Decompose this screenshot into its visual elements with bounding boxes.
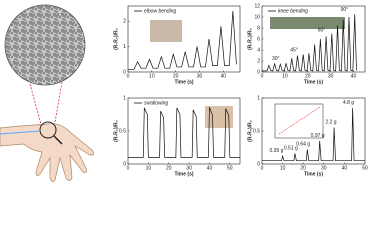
x-tick-label: 20 — [300, 165, 306, 171]
y-axis-label: (R-R₀)/R₀ — [247, 120, 253, 142]
x-tick-label: 30 — [197, 73, 203, 79]
x-tick-label: 50 — [362, 165, 368, 171]
y-tick-label: 1 — [123, 95, 126, 101]
x-tick-label: 50 — [227, 165, 233, 171]
y-axis-label: (R-R₀)/R₀ — [113, 120, 119, 142]
x-tick-label: 40 — [342, 165, 348, 171]
data-line — [128, 107, 240, 158]
x-tick-label: 0 — [261, 73, 264, 79]
annotation: 90° — [341, 7, 349, 13]
x-tick-label: 10 — [146, 165, 152, 171]
y-tick-label: 2 — [123, 19, 126, 25]
x-tick-label: 30 — [186, 165, 192, 171]
x-tick-label: 0 — [261, 165, 264, 171]
calibration-inset — [274, 103, 324, 139]
y-tick-label: 1 — [123, 44, 126, 50]
annotation: 0.39 g — [269, 148, 283, 154]
x-tick-label: 20 — [166, 165, 172, 171]
hand-illustration — [0, 81, 94, 182]
annotation: 0.97 g — [311, 133, 325, 139]
y-axis-label: (R-R₀)/R₀ — [247, 28, 253, 50]
y-tick-label: 0 — [257, 69, 260, 75]
x-tick-label: 40 — [351, 73, 357, 79]
x-axis-label: Time (s) — [304, 79, 323, 85]
sem-image — [4, 4, 86, 86]
data-line — [262, 14, 357, 72]
annotation: 60° — [318, 28, 326, 34]
x-tick-label: 30 — [321, 165, 327, 171]
annotation: 4.8 g — [343, 100, 354, 106]
y-axis-label: (R-R₀)/R₀ — [113, 28, 119, 50]
legend-label: knee bending — [278, 8, 308, 14]
x-tick-label: 10 — [282, 73, 288, 79]
x-axis-label: Time (s) — [174, 79, 193, 85]
photo-inset-knee — [270, 17, 345, 29]
y-tick-label: 0 — [123, 161, 126, 167]
annotation: 0.51 g — [284, 145, 298, 151]
y-tick-label: 4 — [257, 47, 260, 53]
y-tick-label: 12 — [254, 3, 260, 9]
y-tick-label: 8 — [257, 25, 260, 31]
annotation: 2.2 g — [325, 120, 336, 126]
y-tick-label: 10 — [254, 14, 260, 20]
data-line — [262, 107, 365, 162]
y-tick-label: 0.5 — [119, 128, 126, 134]
annotation: 0.64 g — [296, 142, 310, 148]
y-tick-label: 0.5 — [253, 128, 260, 134]
x-tick-label: 10 — [280, 165, 286, 171]
x-tick-label: 10 — [149, 73, 155, 79]
data-line — [128, 11, 237, 70]
x-tick-label: 0 — [127, 165, 130, 171]
x-tick-label: 20 — [173, 73, 179, 79]
y-tick-label: 1 — [257, 95, 260, 101]
y-tick-label: 6 — [257, 36, 260, 42]
photo-inset-elbow — [150, 20, 182, 42]
y-tick-label: 2 — [257, 58, 260, 64]
x-tick-label: 0 — [127, 73, 130, 79]
x-tick-label: 40 — [207, 165, 213, 171]
annotation: 30° — [272, 56, 280, 62]
x-tick-label: 30 — [328, 73, 334, 79]
x-tick-label: 40 — [221, 73, 227, 79]
x-axis-label: Time (s) — [174, 171, 193, 177]
x-tick-label: 20 — [305, 73, 311, 79]
annotation: 45° — [290, 47, 298, 53]
y-tick-label: 0 — [257, 161, 260, 167]
legend-label: elbow bending — [144, 8, 176, 14]
plot-frame — [127, 5, 241, 73]
y-tick-label: 0 — [123, 69, 126, 75]
x-axis-label: Time (s) — [304, 171, 323, 177]
legend-label: swallowing — [144, 100, 168, 106]
